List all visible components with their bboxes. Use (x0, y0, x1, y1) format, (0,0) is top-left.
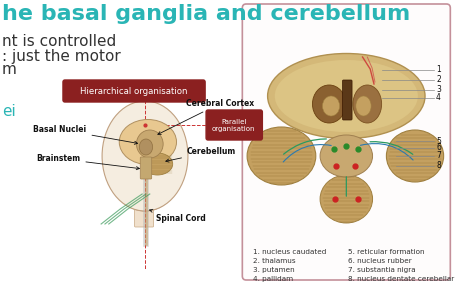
Text: 5. reticular formation: 5. reticular formation (348, 249, 425, 255)
Text: 5: 5 (436, 136, 441, 146)
Text: m: m (2, 62, 17, 77)
Ellipse shape (247, 127, 316, 185)
Text: 1: 1 (436, 65, 441, 74)
Text: 3. putamen: 3. putamen (253, 267, 294, 273)
Ellipse shape (322, 96, 340, 116)
Text: Spinal Cord: Spinal Cord (150, 209, 205, 223)
Ellipse shape (268, 54, 425, 139)
Ellipse shape (137, 130, 163, 158)
Ellipse shape (312, 85, 346, 123)
Ellipse shape (142, 153, 173, 175)
Text: 7. substantia nigra: 7. substantia nigra (348, 267, 416, 273)
Text: 7: 7 (436, 151, 441, 161)
Ellipse shape (102, 101, 188, 211)
FancyBboxPatch shape (242, 4, 450, 280)
FancyBboxPatch shape (140, 157, 152, 179)
Text: 6. nucleus rubber: 6. nucleus rubber (348, 258, 412, 264)
Text: Cerebral Cortex: Cerebral Cortex (158, 99, 254, 134)
Text: 2. thalamus: 2. thalamus (253, 258, 295, 264)
Text: nt is controlled: nt is controlled (2, 34, 116, 49)
Text: 4: 4 (436, 94, 441, 102)
Ellipse shape (356, 96, 371, 116)
Ellipse shape (119, 119, 176, 164)
Text: 1. nucleus caudated: 1. nucleus caudated (253, 249, 326, 255)
FancyBboxPatch shape (135, 200, 154, 227)
Text: 4. pallidam: 4. pallidam (253, 276, 293, 282)
Text: Parallel
organisation: Parallel organisation (212, 119, 255, 132)
Text: : just the motor: : just the motor (2, 49, 121, 64)
Ellipse shape (320, 135, 373, 177)
Text: 8. nucleus dentate cerebellar: 8. nucleus dentate cerebellar (348, 276, 455, 282)
Ellipse shape (353, 85, 382, 123)
FancyBboxPatch shape (343, 80, 352, 120)
Text: Hierarchical organisation: Hierarchical organisation (80, 87, 187, 95)
Text: he basal ganglia and cerebellum: he basal ganglia and cerebellum (2, 4, 410, 24)
Text: Basal Nuclei: Basal Nuclei (33, 125, 137, 144)
Text: Cerebellum: Cerebellum (166, 147, 236, 162)
Text: 6: 6 (436, 143, 441, 153)
Ellipse shape (386, 130, 444, 182)
Text: Brainstem: Brainstem (36, 154, 139, 170)
Ellipse shape (139, 139, 153, 155)
Text: 8: 8 (436, 161, 441, 171)
Ellipse shape (275, 60, 418, 132)
Ellipse shape (320, 175, 373, 223)
FancyBboxPatch shape (63, 80, 205, 102)
Text: ei: ei (2, 104, 16, 119)
FancyBboxPatch shape (206, 110, 263, 140)
Text: 3: 3 (436, 85, 441, 95)
Text: 2: 2 (436, 75, 441, 85)
